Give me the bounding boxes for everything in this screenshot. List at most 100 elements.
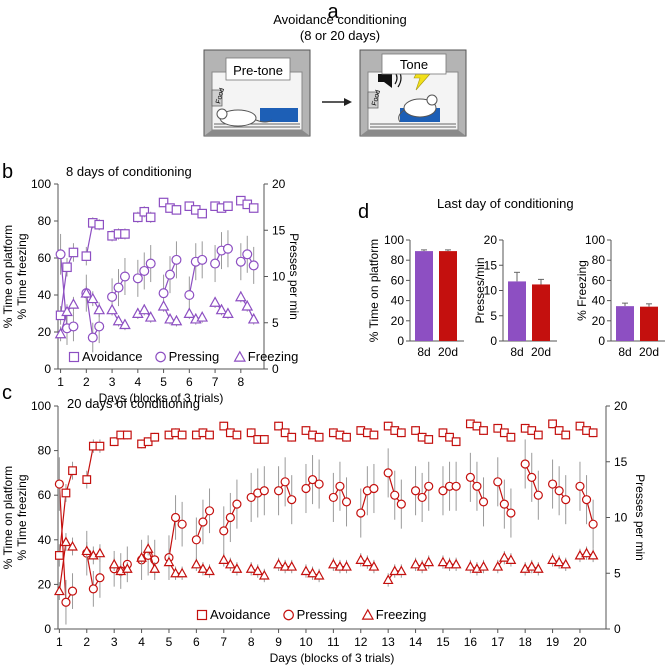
circle-marker: [451, 481, 461, 491]
square-marker: [493, 423, 503, 433]
square-marker: [280, 428, 290, 438]
legend-label: Pressing: [297, 607, 348, 622]
x-tick-label: 13: [381, 635, 395, 649]
y2-tick-label: 0: [272, 362, 279, 376]
circle-marker: [547, 479, 558, 489]
circle-marker: [527, 472, 537, 482]
circle-marker: [171, 254, 182, 265]
square-marker: [451, 437, 461, 447]
bar: [640, 306, 658, 341]
legend-label: Freezing: [376, 607, 427, 622]
bar-subplot: 0 20 40 60 80 100% Time on platform 8d 20d: [367, 233, 464, 359]
food-label: Food: [215, 87, 226, 104]
x-tick-label: 4: [134, 375, 141, 389]
circle-marker: [438, 486, 448, 496]
series-pressing: [55, 230, 259, 353]
circle-marker: [554, 486, 564, 496]
triangle-marker: [526, 560, 538, 571]
triangle-marker: [553, 556, 565, 567]
circle-marker: [280, 477, 290, 487]
circle-marker: [95, 573, 105, 583]
bar: [439, 251, 457, 341]
triangle-marker: [163, 556, 175, 567]
triangle-marker: [587, 549, 599, 560]
triangle-marker: [61, 305, 73, 317]
square-marker: [499, 428, 509, 438]
circle-marker: [328, 492, 338, 503]
series-freezing: [53, 533, 599, 601]
rat-icon: [216, 108, 273, 127]
circle-marker: [396, 499, 406, 509]
y-tick-label: 5: [490, 309, 497, 323]
circle-marker: [369, 483, 379, 494]
circle-marker: [197, 254, 208, 265]
triangle-marker: [279, 560, 291, 571]
x-tick-label: 7: [212, 375, 219, 389]
triangle-marker: [170, 567, 181, 578]
bar: [532, 284, 550, 341]
triangle-marker: [492, 560, 504, 571]
triangle-marker: [300, 565, 312, 576]
y2-axis-label: Presses per min: [633, 474, 647, 561]
circle-marker: [478, 497, 489, 507]
triangle-marker: [307, 567, 318, 578]
circle-marker: [575, 481, 585, 491]
y-tick-label: 40: [38, 533, 52, 547]
square-marker: [139, 206, 150, 217]
circle-marker: [67, 586, 78, 596]
circle-marker: [177, 519, 187, 529]
y-axis-label: % Time on platform: [367, 239, 381, 342]
circle-marker: [356, 508, 366, 518]
square-marker: [411, 426, 420, 435]
circle-marker: [139, 265, 150, 276]
square-marker: [554, 426, 564, 435]
circle-marker: [390, 490, 400, 500]
circle-marker: [561, 495, 571, 505]
x-tick-label: 19: [546, 635, 560, 649]
x-tick-label: 5: [166, 635, 173, 649]
square-marker: [561, 430, 571, 440]
y-tick-label: 100: [31, 399, 51, 413]
circle-marker: [472, 481, 482, 491]
circle-marker: [145, 258, 156, 269]
y-tick-label: 60: [38, 488, 52, 502]
y2-tick-label: 15: [614, 455, 628, 469]
circle-marker: [301, 483, 311, 494]
x-tick-label: 1: [57, 375, 64, 389]
panel-c-chart: c 20 days of conditioning 0 20 40 60 80 100 0 5 10…: [1, 382, 647, 665]
x-tick-label: 3: [109, 375, 116, 389]
y-tick-label: 40: [391, 294, 405, 308]
circle-marker: [499, 499, 509, 509]
square-marker: [177, 430, 187, 440]
triangle-marker: [108, 558, 120, 569]
box-pre-tone: Food Pre-tone: [203, 49, 311, 137]
panel-a: a Avoidance conditioning (8 or 20 days) …: [203, 1, 467, 137]
y2-tick-label: 15: [272, 223, 286, 237]
square-marker: [259, 435, 269, 444]
circle-marker: [94, 321, 105, 332]
chart-title: 8 days of conditioning: [66, 164, 192, 179]
square-marker: [158, 197, 169, 208]
y-tick-label: 20: [391, 314, 405, 328]
x-tick-label: 20: [573, 635, 587, 649]
circle-marker: [222, 243, 233, 254]
triangle-marker: [67, 298, 80, 309]
y-tick-label: 0: [490, 334, 497, 348]
y-tick-label: 0: [44, 362, 51, 376]
triangle-marker: [450, 558, 462, 569]
series-avoidance: [54, 419, 598, 567]
square-marker: [248, 203, 259, 213]
y2-axis-label: Presses per min: [287, 233, 301, 320]
circle-marker: [520, 459, 530, 469]
bar: [616, 306, 634, 341]
x-tick-label: 18: [518, 635, 532, 649]
y-axis-label: % Time freezing: [15, 233, 29, 319]
circle-marker: [341, 497, 352, 507]
triangle-marker: [53, 585, 65, 596]
square-marker: [145, 212, 156, 223]
grid-floor-icon: [370, 123, 456, 128]
series-freezing: [54, 285, 260, 342]
y-tick-label: 40: [592, 294, 606, 308]
y-tick-label: 20: [592, 314, 606, 328]
square-marker: [533, 430, 543, 440]
